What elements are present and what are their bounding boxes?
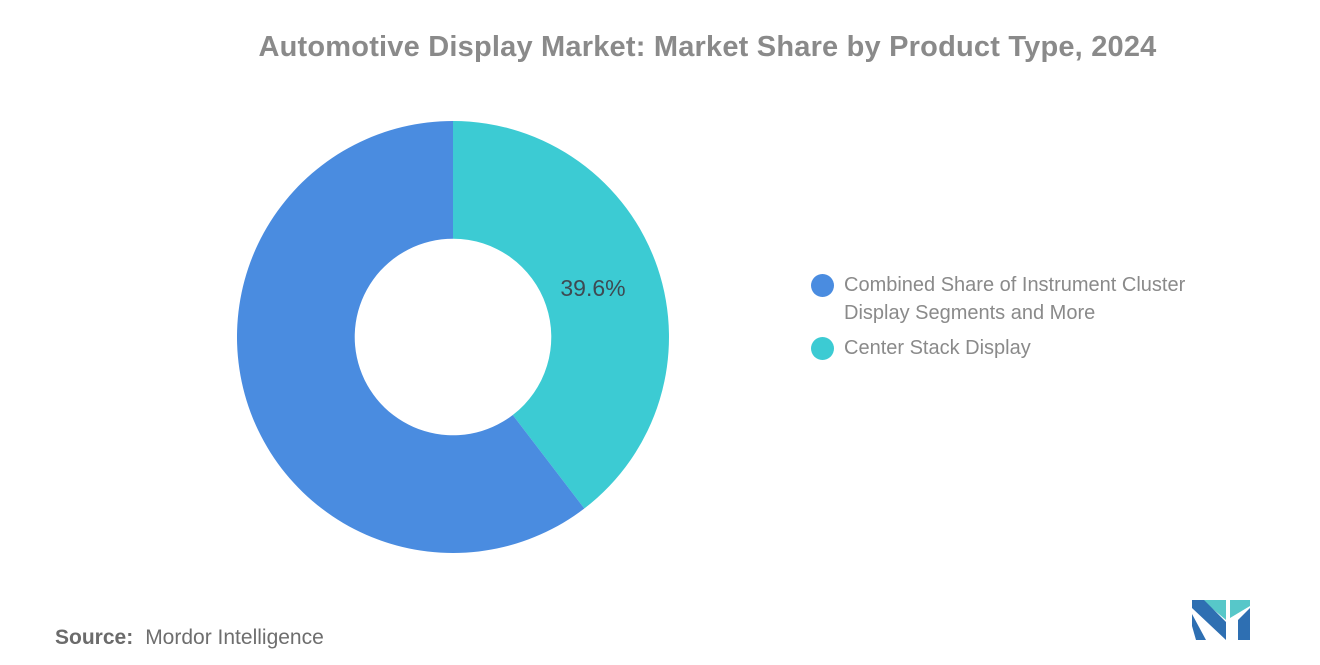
donut-slice-center-stack-display[interactable] bbox=[453, 121, 669, 509]
legend-swatch-blue bbox=[811, 274, 834, 297]
legend-item-combined-instrument-cluster[interactable]: Combined Share of Instrument Cluster Dis… bbox=[811, 271, 1231, 327]
logo-blue-bar bbox=[1238, 608, 1250, 640]
legend-swatch-teal bbox=[811, 337, 834, 360]
legend-item-label: Center Stack Display bbox=[844, 337, 1031, 359]
donut-slice-combined-share-of-instrument-cluster-display-segments-and-more[interactable] bbox=[236, 120, 585, 553]
logo-blue-diagonal bbox=[1192, 600, 1226, 640]
chart-title: Automotive Display Market: Market Share … bbox=[258, 31, 1157, 63]
mordor-intelligence-logo bbox=[1192, 600, 1250, 640]
logo-svg bbox=[1192, 600, 1250, 640]
logo-teal-shape-right bbox=[1230, 600, 1250, 618]
logo-blue-left-leg bbox=[1192, 614, 1206, 640]
legend: Combined Share of Instrument Cluster Dis… bbox=[811, 271, 1231, 369]
source-prefix: Source: bbox=[55, 626, 134, 649]
donut-chart bbox=[233, 117, 673, 557]
legend-item-label: Combined Share of Instrument Cluster Dis… bbox=[844, 274, 1186, 324]
legend-item-center-stack-display[interactable]: Center Stack Display bbox=[811, 334, 1231, 362]
source-line: Source: Mordor Intelligence bbox=[55, 626, 324, 650]
donut-svg bbox=[236, 120, 669, 553]
source-text: Mordor Intelligence bbox=[145, 626, 324, 649]
slice-percent-label: 39.6% bbox=[560, 275, 626, 301]
